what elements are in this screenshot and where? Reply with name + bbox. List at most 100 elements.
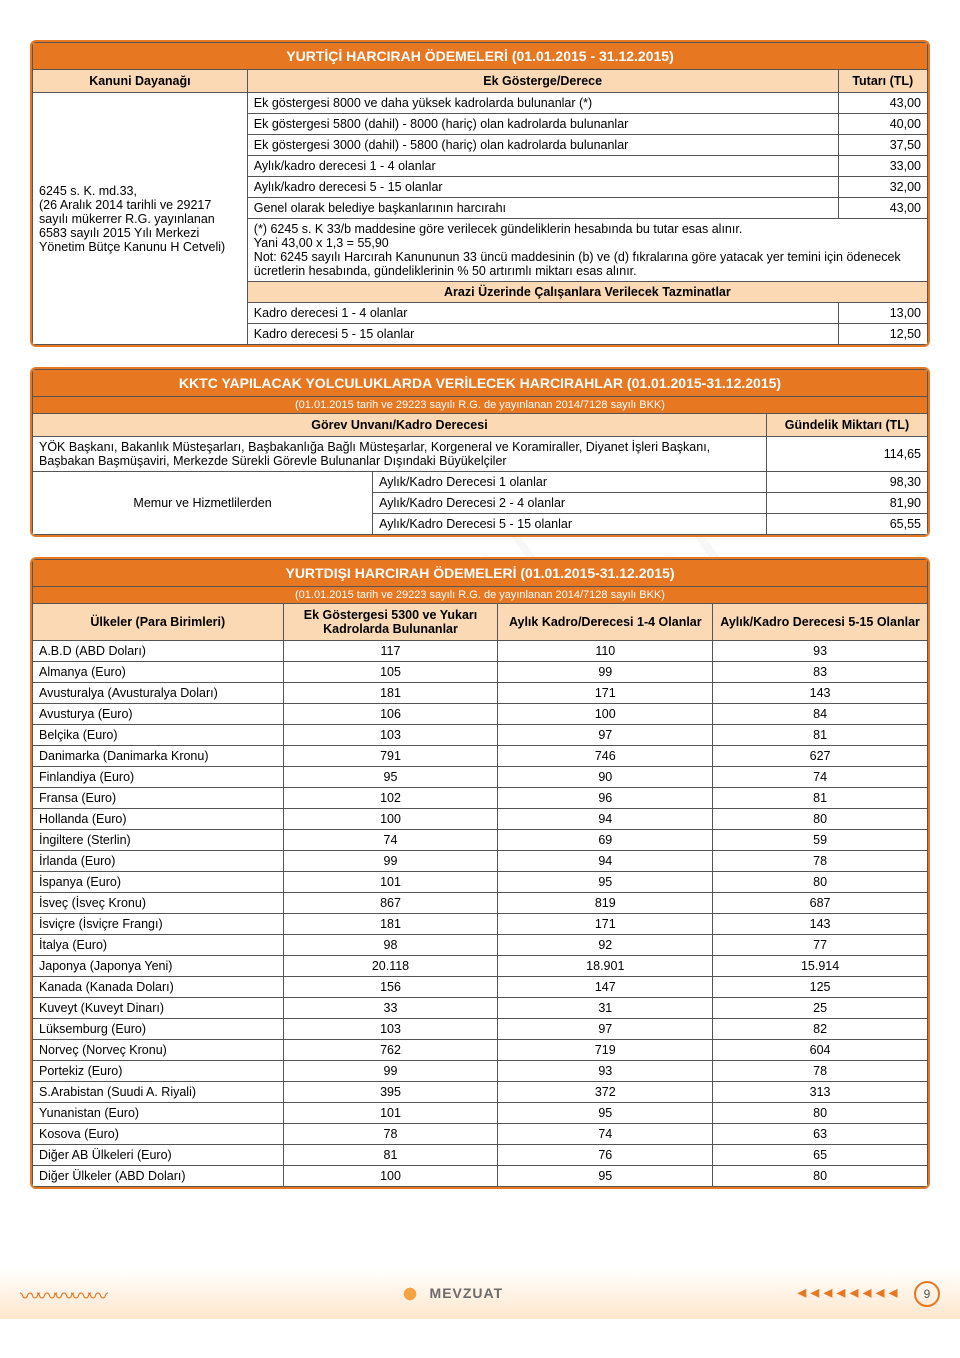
t2-group-label: Memur ve Hizmetlilerden <box>33 472 373 535</box>
t3-v1: 117 <box>283 641 498 662</box>
t3-country: Belçika (Euro) <box>33 725 284 746</box>
t3-country: Kuveyt (Kuveyt Dinarı) <box>33 998 284 1019</box>
t3-v3: 80 <box>713 1166 928 1187</box>
t1-row-amt: 32,00 <box>838 177 928 198</box>
t3-country: İngiltere (Sterlin) <box>33 830 284 851</box>
t3-country: Japonya (Japonya Yeni) <box>33 956 284 977</box>
t3-v3: 59 <box>713 830 928 851</box>
t3-v1: 103 <box>283 725 498 746</box>
t3-col3: Aylık Kadro/Derecesi 1-4 Olanlar <box>498 604 713 641</box>
t3-v3: 77 <box>713 935 928 956</box>
t3-v3: 84 <box>713 704 928 725</box>
kktc-table: KKTC YAPILACAK YOLCULUKLARDA VERİLECEK H… <box>30 367 930 537</box>
t3-country: Lüksemburg (Euro) <box>33 1019 284 1040</box>
t1-row-amt: 40,00 <box>838 114 928 135</box>
abroad-table: YURTDIŞI HARCIRAH ÖDEMELERİ (01.01.2015-… <box>30 557 930 1189</box>
t3-v1: 181 <box>283 683 498 704</box>
t2-sub-desc: Aylık/Kadro Derecesi 2 - 4 olanlar <box>373 493 767 514</box>
t3-country: S.Arabistan (Suudi A. Riyali) <box>33 1082 284 1103</box>
t3-v2: 147 <box>498 977 713 998</box>
t3-v2: 97 <box>498 725 713 746</box>
brand-text: MEVZUAT <box>430 1285 504 1301</box>
t3-v2: 171 <box>498 683 713 704</box>
t1-col-basis: Kanuni Dayanağı <box>33 70 248 93</box>
t3-v1: 103 <box>283 1019 498 1040</box>
t1-section-header: Arazi Üzerinde Çalışanlara Verilecek Taz… <box>247 282 927 303</box>
t2-col1: Görev Unvanı/Kadro Derecesi <box>33 414 767 437</box>
t3-country: Almanya (Euro) <box>33 662 284 683</box>
t3-v1: 101 <box>283 872 498 893</box>
t3-v1: 106 <box>283 704 498 725</box>
t3-country: İsviçre (İsviçre Frangı) <box>33 914 284 935</box>
t3-v3: 627 <box>713 746 928 767</box>
t2-subtitle: (01.01.2015 tarih ve 29223 sayılı R.G. d… <box>33 397 928 414</box>
t3-v3: 80 <box>713 1103 928 1124</box>
t3-v3: 65 <box>713 1145 928 1166</box>
arrow-decoration: ◂◂◂◂◂◂◂◂ <box>797 1282 901 1302</box>
t1-row2-amt: 13,00 <box>838 303 928 324</box>
t1-row2-desc: Kadro derecesi 5 - 15 olanlar <box>247 324 838 345</box>
t3-v1: 33 <box>283 998 498 1019</box>
t1-row-desc: Genel olarak belediye başkanlarının harc… <box>247 198 838 219</box>
t1-basis: 6245 s. K. md.33, (26 Aralık 2014 tarihl… <box>33 93 248 345</box>
t3-col2: Ek Göstergesi 5300 ve Yukarı Kadrolarda … <box>283 604 498 641</box>
t3-v2: 90 <box>498 767 713 788</box>
t1-row-desc: Aylık/kadro derecesi 5 - 15 olanlar <box>247 177 838 198</box>
t3-v1: 105 <box>283 662 498 683</box>
t3-v2: 18.901 <box>498 956 713 977</box>
t2-row1-amt: 114,65 <box>766 437 927 472</box>
t1-row2-desc: Kadro derecesi 1 - 4 olanlar <box>247 303 838 324</box>
t3-v3: 78 <box>713 1061 928 1082</box>
t3-v2: 819 <box>498 893 713 914</box>
t3-v1: 74 <box>283 830 498 851</box>
t3-v2: 95 <box>498 1166 713 1187</box>
t1-row-desc: Ek göstergesi 8000 ve daha yüksek kadrol… <box>247 93 838 114</box>
sun-icon <box>399 1283 421 1305</box>
t3-v1: 99 <box>283 851 498 872</box>
t3-v2: 171 <box>498 914 713 935</box>
t3-v3: 74 <box>713 767 928 788</box>
t3-v1: 100 <box>283 1166 498 1187</box>
t2-sub-amt: 81,90 <box>766 493 927 514</box>
t2-row1-desc: YÖK Başkanı, Bakanlık Müsteşarları, Başb… <box>33 437 767 472</box>
t1-col-amount: Tutarı (TL) <box>838 70 928 93</box>
t3-v3: 63 <box>713 1124 928 1145</box>
t3-v2: 95 <box>498 872 713 893</box>
t1-row2-amt: 12,50 <box>838 324 928 345</box>
t3-v1: 100 <box>283 809 498 830</box>
t3-v1: 867 <box>283 893 498 914</box>
t1-row-amt: 43,00 <box>838 198 928 219</box>
t3-v2: 372 <box>498 1082 713 1103</box>
t3-country: İspanya (Euro) <box>33 872 284 893</box>
t3-country: İsveç (İsveç Kronu) <box>33 893 284 914</box>
t1-title: YURTİÇİ HARCIRAH ÖDEMELERİ (01.01.2015 -… <box>33 43 928 70</box>
t3-v3: 143 <box>713 683 928 704</box>
t3-v1: 81 <box>283 1145 498 1166</box>
t3-v1: 181 <box>283 914 498 935</box>
t3-v2: 99 <box>498 662 713 683</box>
t3-v3: 313 <box>713 1082 928 1103</box>
t3-v1: 98 <box>283 935 498 956</box>
t3-v3: 80 <box>713 809 928 830</box>
t3-v3: 125 <box>713 977 928 998</box>
t3-country: A.B.D (ABD Doları) <box>33 641 284 662</box>
domestic-allowance-table: YURTİÇİ HARCIRAH ÖDEMELERİ (01.01.2015 -… <box>30 40 930 347</box>
page-number: 9 <box>914 1281 940 1307</box>
t3-v2: 69 <box>498 830 713 851</box>
t3-v2: 94 <box>498 851 713 872</box>
t3-v2: 92 <box>498 935 713 956</box>
t3-v3: 15.914 <box>713 956 928 977</box>
brand-block: MEVZUAT <box>399 1283 503 1305</box>
t2-sub-desc: Aylık/Kadro Derecesi 1 olanlar <box>373 472 767 493</box>
page-footer: 〰〰〰〰〰 MEVZUAT ◂◂◂◂◂◂◂◂ 9 <box>0 1269 960 1319</box>
t3-v1: 78 <box>283 1124 498 1145</box>
t3-country: Finlandiya (Euro) <box>33 767 284 788</box>
t3-v2: 746 <box>498 746 713 767</box>
t2-sub-desc: Aylık/Kadro Derecesi 5 - 15 olanlar <box>373 514 767 535</box>
t3-v3: 81 <box>713 725 928 746</box>
t1-col-desc: Ek Gösterge/Derece <box>247 70 838 93</box>
t3-country: Diğer Ülkeler (ABD Doları) <box>33 1166 284 1187</box>
t3-v3: 78 <box>713 851 928 872</box>
t3-v2: 110 <box>498 641 713 662</box>
t3-country: Avusturya (Euro) <box>33 704 284 725</box>
